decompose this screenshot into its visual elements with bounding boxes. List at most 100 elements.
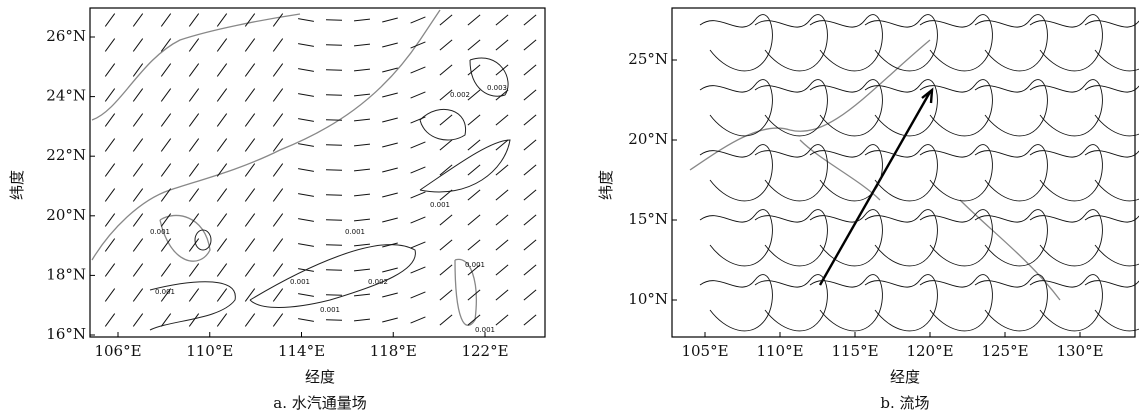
- wind-arrow: [244, 13, 256, 27]
- wind-arrow: [410, 191, 426, 199]
- wind-arrow: [104, 138, 116, 152]
- plot-frame: [89, 7, 546, 338]
- y-tick-label: 16°N: [46, 325, 86, 343]
- y-axis-label: 纬度: [597, 170, 615, 200]
- wind-arrow: [382, 42, 398, 48]
- x-tick-label: 106°E: [94, 342, 141, 360]
- y-tick-label: 10°N: [628, 290, 668, 308]
- wind-arrow: [467, 114, 481, 126]
- wind-arrow: [410, 91, 426, 99]
- streamline: [1029, 274, 1103, 332]
- wind-arrow: [410, 66, 426, 74]
- wind-arrow: [132, 163, 144, 177]
- wind-arrow: [132, 88, 144, 102]
- wind-arrow: [132, 38, 144, 52]
- panel-a: 0.001 0.002 0.003 0.001 0.002 0.001 0.001 0.001…: [91, 9, 537, 334]
- streamline: [1084, 85, 1139, 137]
- wind-arrow: [298, 243, 314, 247]
- wind-arrow: [523, 64, 537, 76]
- streamline: [699, 209, 773, 267]
- wind-arrow: [495, 264, 509, 276]
- wind-arrow: [353, 318, 371, 322]
- y-axis-label: 纬度: [8, 170, 26, 200]
- streamline: [974, 274, 1048, 332]
- wind-arrow: [353, 268, 371, 272]
- streamline: [1084, 215, 1139, 267]
- contour-label: 0.001: [320, 306, 340, 314]
- x-axis-label: 经度: [305, 368, 335, 386]
- wind-arrow: [272, 213, 284, 227]
- wind-arrow: [244, 288, 256, 302]
- wind-arrow: [272, 113, 284, 127]
- wind-arrow: [353, 18, 371, 22]
- wind-arrow: [382, 92, 398, 98]
- x-tick-label: 120°E: [906, 342, 953, 360]
- wind-arrow: [523, 189, 537, 201]
- streamline: [699, 79, 773, 137]
- wind-arrow: [244, 163, 256, 177]
- wind-arrow: [104, 213, 116, 227]
- wind-arrow: [495, 39, 509, 51]
- wind-arrow: [410, 16, 426, 24]
- caption: b. 流场: [880, 394, 929, 412]
- streamline: [919, 144, 993, 202]
- y-tick-label: 26°N: [46, 27, 86, 45]
- wind-arrow: [244, 138, 256, 152]
- wind-arrow: [467, 14, 481, 26]
- wind-arrow: [244, 213, 256, 227]
- wind-arrow: [439, 314, 453, 326]
- wind-arrow: [298, 193, 314, 197]
- wind-arrow: [382, 317, 398, 323]
- wind-arrow: [132, 313, 144, 327]
- wind-arrow: [216, 263, 228, 277]
- wind-arrow: [439, 139, 453, 151]
- wind-arrow: [298, 268, 314, 272]
- plot-frame: [671, 7, 1136, 338]
- streamline: [919, 274, 993, 332]
- wind-arrow: [244, 88, 256, 102]
- streamline: [864, 274, 938, 332]
- streamline: [699, 274, 773, 332]
- streamline: [1029, 14, 1103, 72]
- contour-label: 0.001: [430, 201, 450, 209]
- wind-arrow: [244, 188, 256, 202]
- wind-arrow: [353, 218, 371, 222]
- wind-arrow: [523, 264, 537, 276]
- streamline: [1029, 79, 1103, 137]
- wind-arrow: [216, 313, 228, 327]
- wind-arrow: [439, 39, 453, 51]
- contour-label: 0.001: [475, 326, 495, 334]
- streamline: [1029, 144, 1103, 202]
- streamline: [974, 209, 1048, 267]
- wind-arrow: [467, 289, 481, 301]
- wind-arrow: [188, 288, 200, 302]
- streamline: [1084, 280, 1139, 332]
- wind-arrow: [272, 188, 284, 202]
- wind-arrow: [467, 314, 481, 326]
- wind-arrow: [495, 164, 509, 176]
- wind-arrow: [104, 13, 116, 27]
- wind-arrow: [160, 113, 172, 127]
- streamline: [1084, 20, 1139, 72]
- wind-arrow: [467, 189, 481, 201]
- wind-arrow: [188, 263, 200, 277]
- coastline: [689, 39, 1061, 301]
- wind-arrow: [132, 63, 144, 77]
- wind-arrow: [160, 38, 172, 52]
- wind-arrow: [188, 113, 200, 127]
- wind-arrow: [382, 192, 398, 198]
- wind-arrow: [353, 193, 371, 197]
- streamline: [809, 79, 883, 137]
- streamline: [809, 144, 883, 202]
- contour-label: 0.001: [290, 278, 310, 286]
- streamline: [864, 79, 938, 137]
- wind-arrow: [439, 14, 453, 26]
- contour-label: 0.001: [150, 228, 170, 236]
- panel-b: [689, 14, 1139, 332]
- wind-arrow: [495, 64, 509, 76]
- wind-arrow: [132, 263, 144, 277]
- y-tick-label: 25°N: [628, 50, 668, 68]
- contour-label: 0.001: [155, 288, 175, 296]
- streamline: [754, 14, 828, 72]
